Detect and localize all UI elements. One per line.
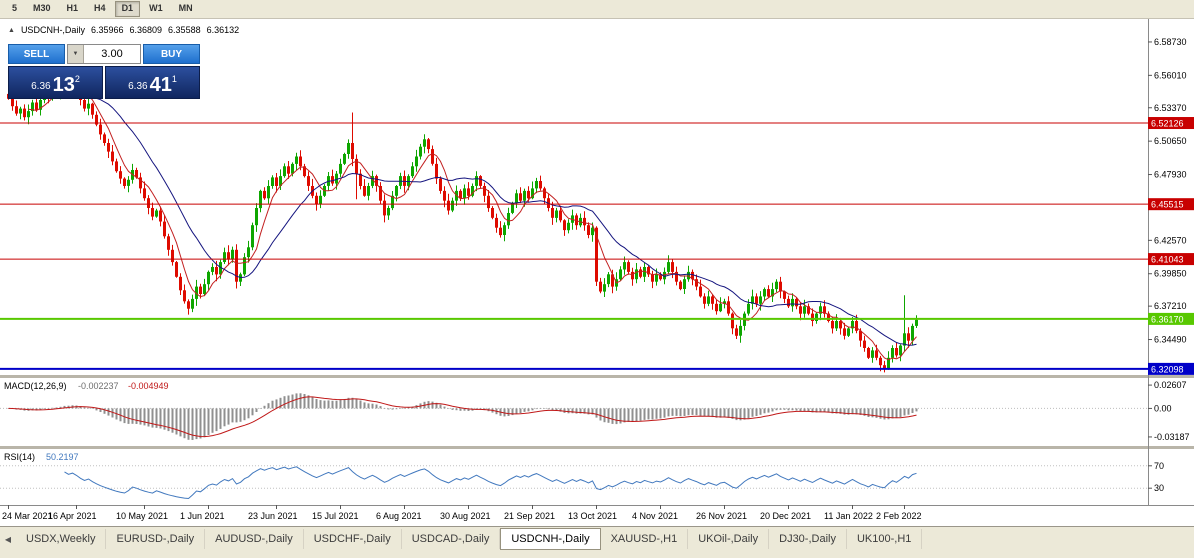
rsi-label: RSI(14) (4, 452, 35, 462)
one-click-trading-panel: SELL ▼ 3.00 BUY 6.36 13 2 6.36 41 1 (8, 44, 200, 99)
rsi-value: 50.2197 (46, 452, 79, 462)
buy-price-big-digits: 41 (149, 74, 172, 96)
price-badge-6.41043 (1148, 253, 1194, 266)
timeframe-button-h1[interactable]: H1 (66, 3, 79, 13)
collapse-trade-panel-icon[interactable]: ▲ (8, 26, 15, 34)
timeframe-button-5[interactable]: 5 (12, 3, 18, 13)
date-label: 20 Dec 2021 (760, 511, 811, 521)
buy-price-display[interactable]: 6.36 41 1 (105, 66, 200, 99)
price-badge-6.36170 (1148, 312, 1194, 325)
date-label: 10 May 2021 (116, 511, 168, 521)
price-tick-label: 6.50650 (1154, 136, 1187, 146)
ohlc-low-value: 6.35588 (168, 25, 201, 35)
date-label: 11 Jan 2022 (824, 511, 873, 521)
price-chart-canvas[interactable]: 6.58730 6.56010 6.53370 6.50650 6.47930 6.425… (0, 19, 1194, 526)
buy-price-pipette: 1 (171, 74, 177, 84)
price-tick-label: 6.56010 (1154, 70, 1187, 80)
chart-title: ▲ USDCNH-,Daily 6.35966 6.36809 6.35588 … (8, 25, 239, 35)
price-tick-label: 6.53370 (1154, 103, 1187, 113)
macd-tick-label: -0.03187 (1154, 432, 1190, 442)
buy-price-prefix: 6.36 (128, 81, 148, 92)
macd-tick-label: 0.02607 (1154, 380, 1187, 390)
macd-tick-label: 0.00 (1154, 403, 1172, 413)
chart-window: 6.58730 6.56010 6.53370 6.50650 6.47930 6.425… (0, 19, 1194, 526)
tab-ukoil-daily[interactable]: UKOil-,Daily (688, 529, 770, 549)
date-label: 2 Feb 2022 (876, 511, 922, 521)
price-tick-label: 6.47930 (1154, 170, 1187, 180)
chart-tab-bar: ◀ USDX,Weekly EURUSD-,Daily AUDUSD-,Daily U… (0, 526, 1194, 558)
timeframe-button-mn[interactable]: MN (178, 3, 193, 13)
date-label: 30 Aug 2021 (440, 511, 491, 521)
macd-histogram (7, 393, 918, 440)
macd-main-value: -0.002237 (78, 381, 119, 391)
tab-xauusd-h1[interactable]: XAUUSD-,H1 (601, 529, 689, 549)
chart-symbol-label: USDCNH-,Daily (20, 25, 85, 35)
ma-slow-line (76, 97, 917, 346)
price-badge-6.32098 (1148, 362, 1194, 375)
volume-stepper[interactable]: ▼ 3.00 (67, 44, 141, 64)
date-label: 23 Jun 2021 (248, 511, 298, 521)
candles-layer (7, 75, 918, 373)
tab-usdchf-daily[interactable]: USDCHF-,Daily (304, 529, 402, 549)
tab-audusd-daily[interactable]: AUDUSD-,Daily (205, 529, 304, 549)
tab-uk100-h1[interactable]: UK100-,H1 (847, 529, 923, 549)
timeframe-button-d1[interactable]: D1 (114, 1, 141, 17)
sell-price-prefix: 6.36 (31, 81, 51, 92)
sell-price-pipette: 2 (74, 74, 80, 84)
rsi-tick-label: 70 (1154, 461, 1164, 471)
price-badge-label: 6.36170 (1151, 314, 1184, 324)
date-label: 15 Jul 2021 (312, 511, 359, 521)
timeframe-toolbar: 5 M30 H1 H4 D1 W1 MN (0, 0, 1194, 19)
date-label: 16 Apr 2021 (48, 511, 97, 521)
price-tick-label: 6.42570 (1154, 235, 1187, 245)
pane-separator[interactable] (0, 446, 1194, 449)
price-tick-label: 6.39850 (1154, 269, 1187, 279)
price-tick-label: 6.34490 (1154, 335, 1187, 345)
price-badge-6.45515 (1148, 198, 1194, 211)
date-label: 13 Oct 2021 (568, 511, 617, 521)
tab-usdx-weekly[interactable]: USDX,Weekly (16, 529, 107, 549)
timeframe-button-w1[interactable]: W1 (149, 3, 163, 13)
macd-label: MACD(12,26,9) (4, 381, 67, 391)
volume-value[interactable]: 3.00 (101, 48, 123, 60)
date-label: 24 Mar 2021 (2, 511, 53, 521)
date-label: 21 Sep 2021 (504, 511, 555, 521)
price-badge-label: 6.41043 (1151, 255, 1184, 265)
tab-scroll-left-icon[interactable]: ◀ (4, 534, 12, 544)
ohlc-close-value: 6.36132 (206, 25, 240, 35)
tab-usdcnh-daily[interactable]: USDCNH-,Daily (500, 528, 601, 550)
chart-tabs: USDX,Weekly EURUSD-,Daily AUDUSD-,Daily USD… (16, 528, 923, 550)
price-badge-label: 6.52126 (1151, 119, 1184, 129)
pane-separator[interactable] (0, 375, 1194, 378)
tab-usdcad-daily[interactable]: USDCAD-,Daily (402, 529, 501, 549)
price-tick-label: 6.37210 (1154, 301, 1187, 311)
price-badge-6.52126 (1148, 117, 1194, 130)
timeframe-button-m30[interactable]: M30 (33, 3, 51, 13)
date-label: 1 Jun 2021 (180, 511, 225, 521)
sell-price-big-digits: 13 (52, 74, 75, 96)
buy-button[interactable]: BUY (143, 44, 200, 64)
price-badge-label: 6.32098 (1151, 364, 1184, 374)
sell-price-display[interactable]: 6.36 13 2 (8, 66, 103, 99)
ohlc-open-value: 6.35966 (90, 25, 124, 35)
rsi-tick-label: 30 (1154, 483, 1164, 493)
macd-signal-value: -0.004949 (128, 381, 169, 391)
price-tick-label: 6.58730 (1154, 37, 1187, 47)
ohlc-high-value: 6.36809 (129, 25, 163, 35)
macd-signal-line (8, 396, 917, 438)
tab-eurusd-daily[interactable]: EURUSD-,Daily (106, 529, 206, 549)
date-label: 6 Aug 2021 (376, 511, 422, 521)
sell-button[interactable]: SELL (8, 44, 65, 64)
volume-spin-icon[interactable]: ▼ (68, 45, 84, 63)
tab-dj30-daily[interactable]: DJ30-,Daily (769, 529, 847, 549)
rsi-line (64, 466, 917, 500)
ma-fast-line (28, 85, 917, 361)
price-badge-label: 6.45515 (1151, 200, 1184, 210)
date-label: 4 Nov 2021 (632, 511, 678, 521)
timeframe-button-h4[interactable]: H4 (94, 3, 106, 13)
timeframe-buttons: 5 M30 H1 H4 D1 W1 MN (5, 1, 202, 17)
date-label: 26 Nov 2021 (696, 511, 747, 521)
